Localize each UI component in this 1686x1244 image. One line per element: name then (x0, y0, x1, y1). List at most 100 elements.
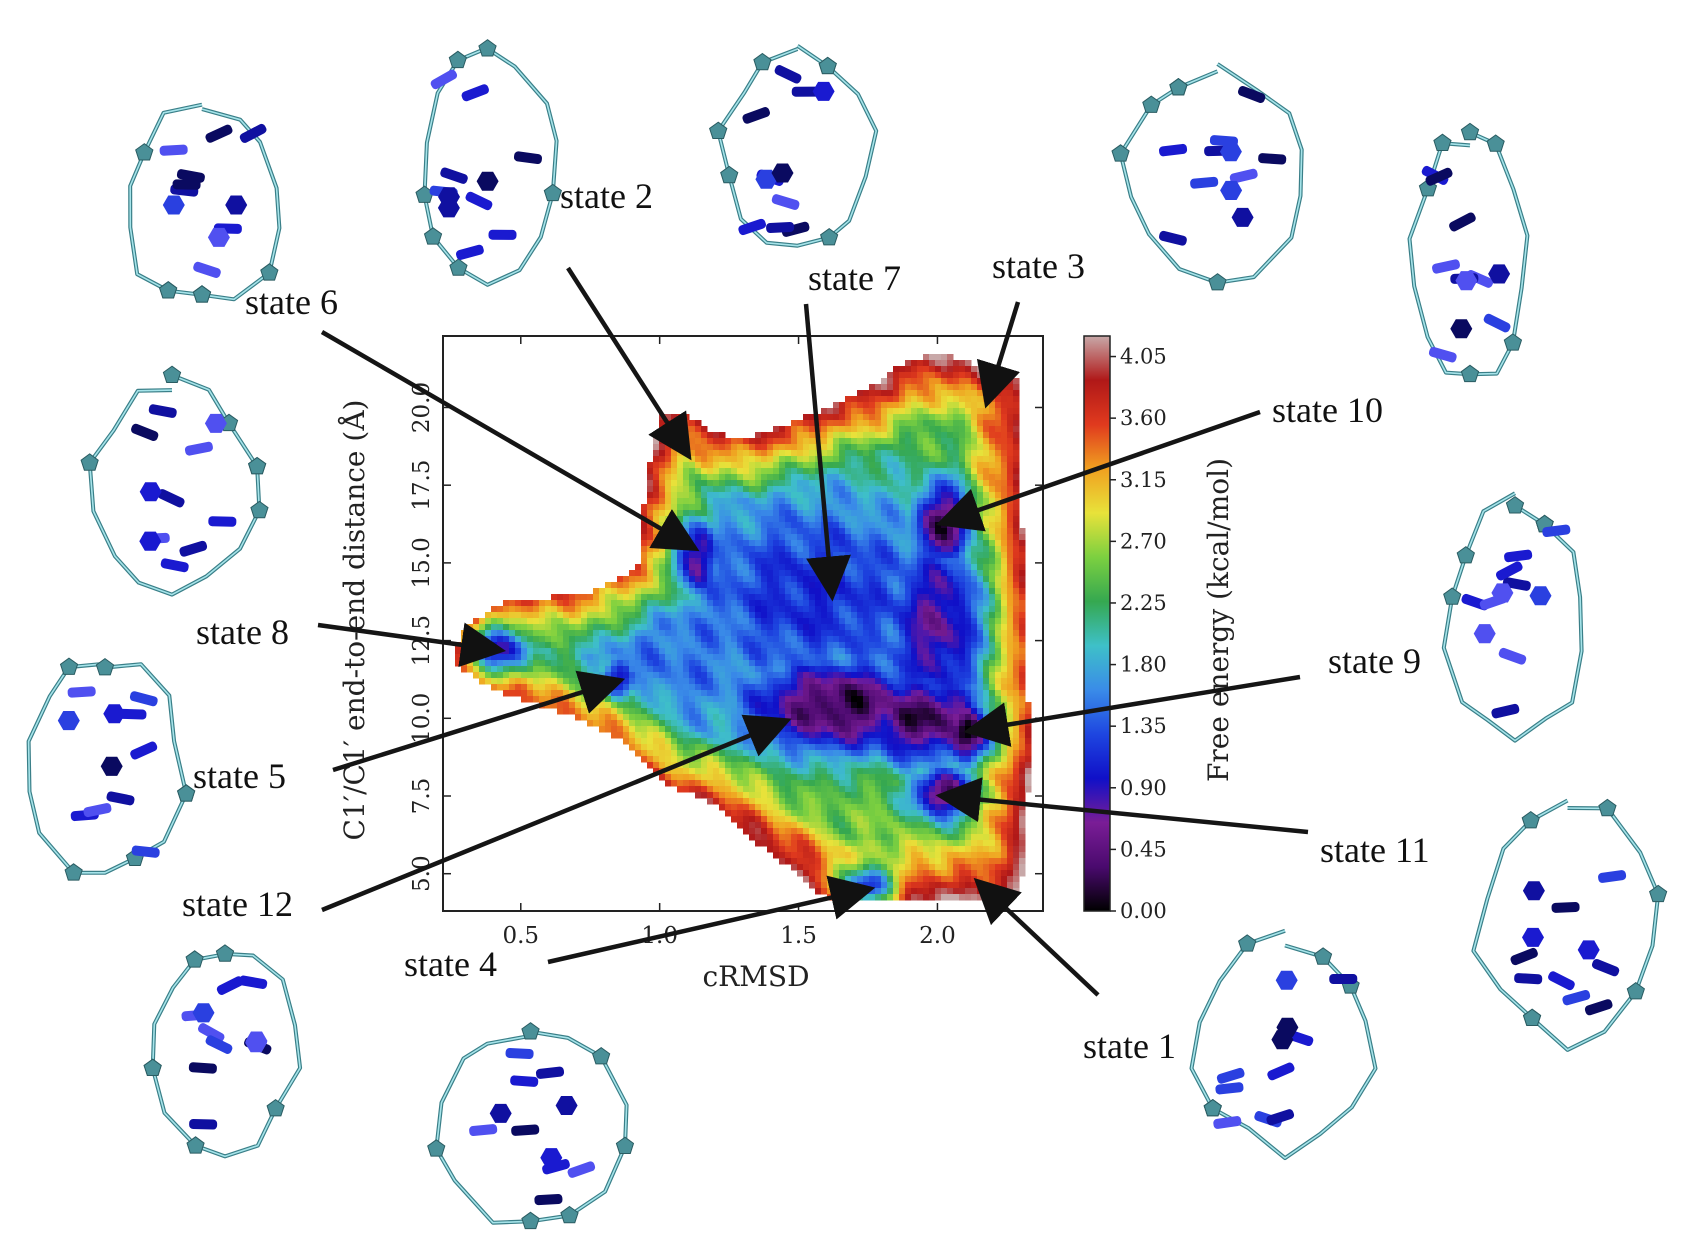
heatmap-cell (653, 582, 660, 589)
heatmap-cell (917, 612, 924, 619)
heatmap-cell (809, 882, 816, 889)
heatmap-cell (659, 600, 666, 607)
heatmap-cell (893, 366, 900, 373)
heatmap-cell (827, 780, 834, 787)
heatmap-cell (617, 708, 624, 715)
heatmap-cell (899, 846, 906, 853)
heatmap-cell (677, 618, 684, 625)
heatmap-cell (905, 732, 912, 739)
heatmap-cell (881, 426, 888, 433)
heatmap-cell (881, 672, 888, 679)
heatmap-cell (857, 810, 864, 817)
heatmap-cell (917, 708, 924, 715)
heatmap-cell (953, 606, 960, 613)
heatmap-cell (965, 408, 972, 415)
heatmap-cell (857, 780, 864, 787)
heatmap-cell (629, 612, 636, 619)
heatmap-cell (497, 624, 504, 631)
heatmap-cell (851, 870, 858, 877)
heatmap-cell (725, 648, 732, 655)
heatmap-cell (815, 582, 822, 589)
heatmap-cell (701, 660, 708, 667)
heatmap-cell (467, 648, 474, 655)
heatmap-cell (809, 666, 816, 673)
heatmap-cell (677, 660, 684, 667)
heatmap-cell (635, 570, 642, 577)
heatmap-cell (893, 576, 900, 583)
heatmap-cell (683, 654, 690, 661)
heatmap-cell (887, 870, 894, 877)
heatmap-cell (953, 762, 960, 769)
heatmap-cell (905, 876, 912, 883)
heatmap-cell (869, 852, 876, 859)
structure-right-mid (1441, 491, 1584, 743)
heatmap-cell (875, 408, 882, 415)
heatmap-cell (863, 726, 870, 733)
heatmap-cell (779, 576, 786, 583)
heatmap-cell (851, 462, 858, 469)
heatmap-cell (743, 762, 750, 769)
heatmap-cell (899, 882, 906, 889)
heatmap-cell (695, 750, 702, 757)
heatmap-cell (875, 672, 882, 679)
heatmap-cell (803, 504, 810, 511)
heatmap-cell (917, 792, 924, 799)
base-slab (1491, 703, 1520, 719)
heatmap-cell (779, 654, 786, 661)
heatmap-cell (905, 846, 912, 853)
heatmap-cell (905, 894, 912, 901)
heatmap-cell (581, 654, 588, 661)
heatmap-cell (905, 864, 912, 871)
heatmap-cell (863, 546, 870, 553)
heatmap-cell (575, 666, 582, 673)
heatmap-cell (923, 792, 930, 799)
heatmap-cell (617, 690, 624, 697)
heatmap-cell (755, 708, 762, 715)
heatmap-cell (713, 624, 720, 631)
heatmap-cell (695, 762, 702, 769)
heatmap-cell (965, 780, 972, 787)
heatmap-cell (707, 702, 714, 709)
heatmap-cell (821, 642, 828, 649)
heatmap-cell (911, 492, 918, 499)
heatmap-cell (845, 846, 852, 853)
heatmap-cell (929, 666, 936, 673)
heatmap-cell (545, 642, 552, 649)
heatmap-cell (773, 618, 780, 625)
heatmap-cell (917, 390, 924, 397)
heatmap-cell (557, 648, 564, 655)
heatmap-cell (941, 882, 948, 889)
heatmap-cell (731, 816, 738, 823)
heatmap-cell (923, 852, 930, 859)
heatmap-cell (635, 720, 642, 727)
heatmap-cell (725, 804, 732, 811)
heatmap-cell (749, 636, 756, 643)
heatmap-cell (797, 660, 804, 667)
heatmap-cell (797, 624, 804, 631)
heatmap-cell (941, 738, 948, 745)
heatmap-cell (659, 570, 666, 577)
heatmap-cell (755, 546, 762, 553)
heatmap-cell (893, 738, 900, 745)
heatmap-cell (887, 588, 894, 595)
heatmap-cell (833, 498, 840, 505)
heatmap-cell (929, 864, 936, 871)
heatmap-cell (683, 582, 690, 589)
heatmap-cell (815, 804, 822, 811)
heatmap-cell (923, 648, 930, 655)
heatmap-cell (599, 672, 606, 679)
heatmap-cell (857, 786, 864, 793)
heatmap-cell (965, 498, 972, 505)
heatmap-cell (701, 564, 708, 571)
heatmap-cell (629, 714, 636, 721)
heatmap-cell (779, 444, 786, 451)
heatmap-cell (863, 660, 870, 667)
heatmap-cell (881, 696, 888, 703)
heatmap-cell (797, 486, 804, 493)
heatmap-cell (845, 672, 852, 679)
heatmap-cell (611, 702, 618, 709)
heatmap-cell (611, 630, 618, 637)
heatmap-cell (779, 564, 786, 571)
heatmap-cell (845, 462, 852, 469)
heatmap-cell (911, 858, 918, 865)
